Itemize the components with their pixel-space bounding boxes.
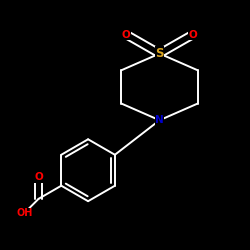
Text: O: O — [188, 30, 197, 40]
Text: OH: OH — [16, 208, 32, 218]
Text: S: S — [155, 47, 164, 60]
Text: O: O — [34, 172, 43, 182]
Text: N: N — [155, 115, 164, 125]
Text: O: O — [122, 30, 130, 40]
